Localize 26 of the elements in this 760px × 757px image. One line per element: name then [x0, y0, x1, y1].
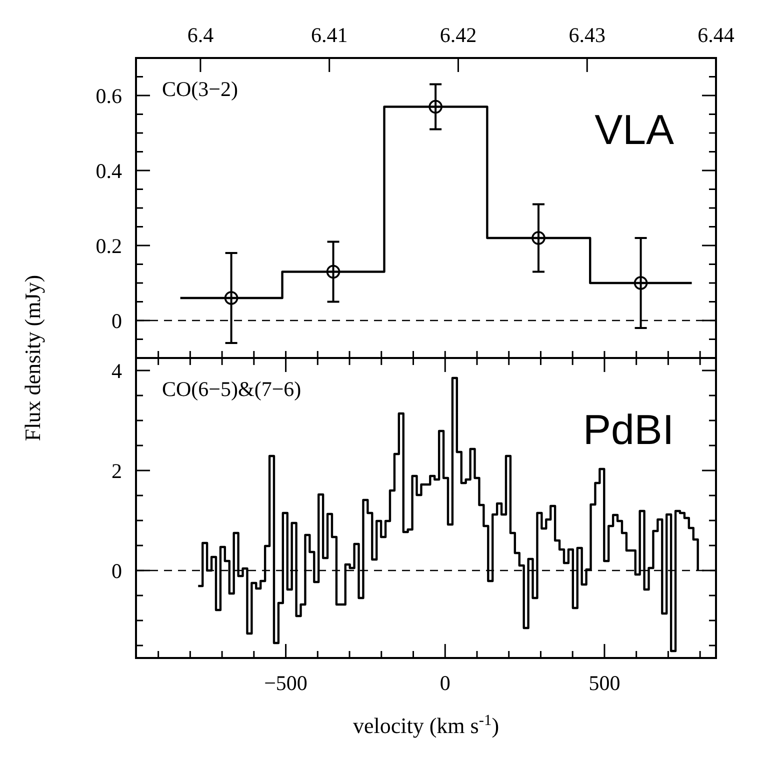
annotation: VLA — [594, 106, 674, 153]
annotation: CO(3−2) — [162, 77, 238, 101]
point — [428, 100, 442, 114]
x2-tick-label: 6.4 — [187, 23, 214, 47]
x-tick-label: 0 — [440, 671, 450, 695]
x2-tick-label: 6.44 — [698, 23, 735, 47]
y-tick-label: 4 — [112, 358, 122, 383]
point — [224, 291, 238, 305]
x2-tick-label: 6.43 — [568, 23, 606, 47]
y-tick-label: 0.6 — [96, 84, 122, 108]
y-tick-label: 0 — [112, 558, 122, 583]
point — [326, 264, 340, 279]
y-tick-label: 0.2 — [96, 234, 122, 258]
x-tick-label: −500 — [264, 671, 308, 695]
x-tick-label: 500 — [588, 671, 620, 695]
x2-tick-label: 6.41 — [310, 23, 348, 47]
y-tick-label: 2 — [112, 458, 122, 483]
annotation: PdBI — [582, 406, 674, 453]
y-tick-label: 0.4 — [96, 158, 122, 183]
annotation: CO(6−5)&(7−6) — [162, 377, 302, 401]
y-axis-title: Flux density (mJy) — [20, 274, 45, 442]
y-tick-label: 0 — [112, 308, 122, 333]
point — [634, 276, 648, 290]
x-axis-title: velocity (km s$^{-1}$) — [352, 712, 500, 738]
x2-tick-label: 6.42 — [440, 23, 477, 47]
point — [532, 231, 546, 245]
